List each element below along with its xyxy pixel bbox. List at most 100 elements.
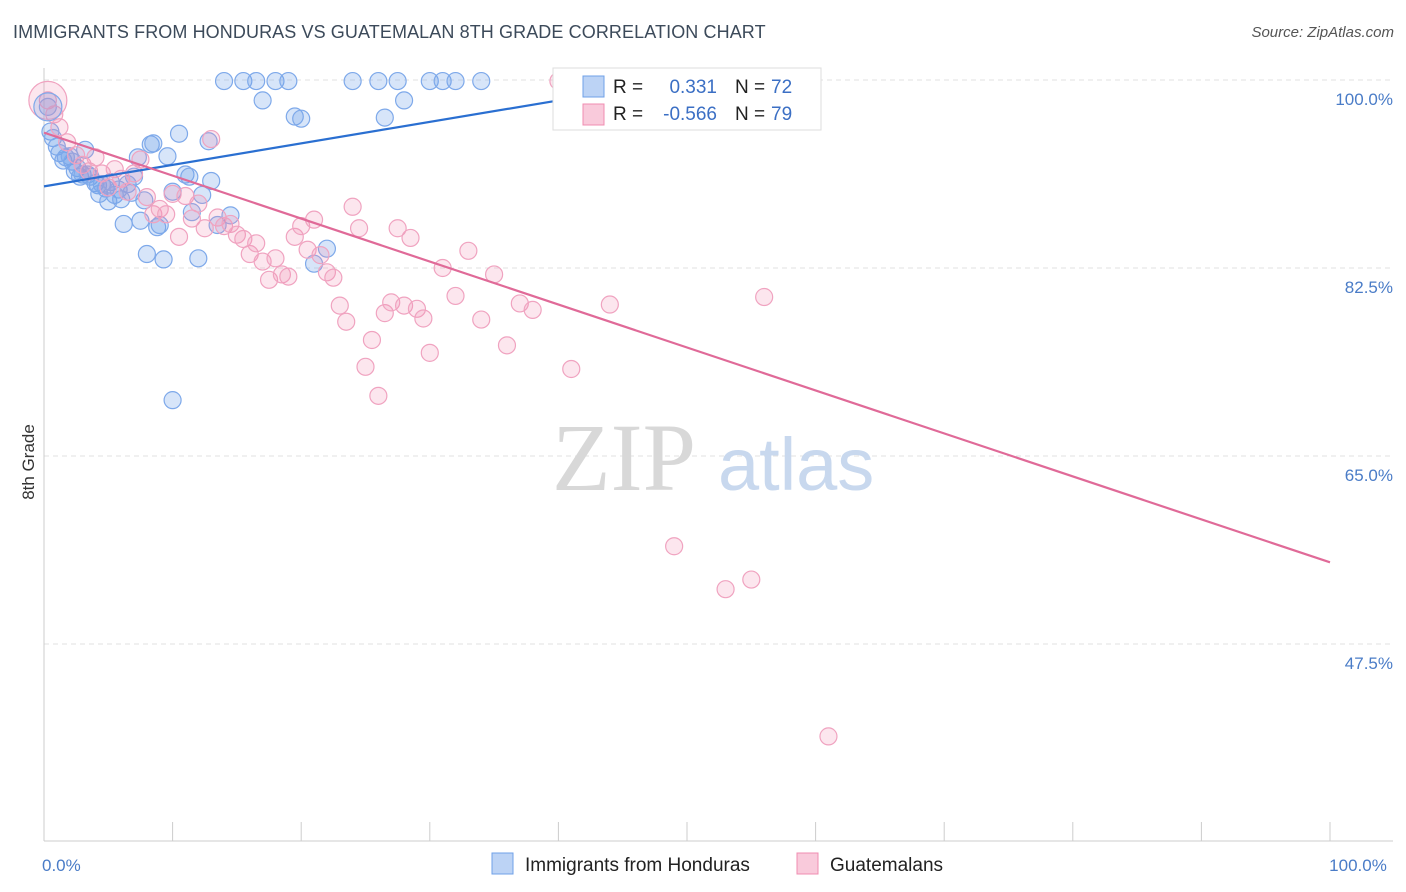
point-honduras-50	[214, 71, 234, 91]
point-honduras-47	[199, 132, 218, 151]
point-honduras-64	[388, 71, 407, 91]
point-guatemalans-45	[330, 296, 349, 315]
point-honduras-68	[446, 71, 465, 91]
point-guatemalans-18	[157, 205, 176, 224]
legend-n-value-1: 72	[771, 77, 792, 98]
point-guatemalans-51	[369, 386, 388, 405]
legend-r-label-2: R =	[613, 104, 643, 125]
point-guatemalans-24	[195, 219, 214, 238]
point-guatemalans-4	[67, 146, 86, 165]
point-guatemalans-2	[50, 118, 69, 137]
point-guatemalans-38	[285, 227, 304, 246]
tick-labels: 100.0% 82.5% 65.0% 47.5% 0.0% 100.0%	[42, 90, 1393, 875]
legend-n-label-1: N =	[735, 77, 765, 98]
point-honduras-26	[114, 214, 133, 234]
point-guatemalans-75	[716, 580, 735, 599]
watermark: ZIP atlas	[552, 404, 874, 511]
point-guatemalans-12	[118, 182, 137, 201]
point-honduras-35	[144, 134, 163, 153]
point-guatemalans-cluster	[28, 80, 68, 121]
point-honduras-55	[266, 71, 285, 91]
point-guatemalans-62	[459, 241, 478, 260]
chart-title: IMMIGRANTS FROM HONDURAS VS GUATEMALAN 8…	[13, 22, 766, 42]
point-honduras-cluster	[33, 92, 63, 122]
watermark-zip: ZIP	[552, 404, 696, 511]
point-honduras-63	[375, 108, 394, 127]
point-honduras-54	[253, 91, 272, 110]
point-guatemalans-50	[362, 330, 382, 350]
point-guatemalans-71	[600, 295, 619, 314]
point-guatemalans-48	[349, 219, 369, 238]
legend-swatch-honduras	[582, 75, 605, 98]
watermark-atlas: atlas	[718, 423, 874, 506]
point-honduras-58	[292, 109, 311, 128]
point-honduras-53	[247, 71, 266, 91]
point-guatemalans-61	[446, 286, 465, 306]
point-guatemalans-78	[819, 727, 838, 746]
point-guatemalans-52	[375, 304, 394, 323]
legend-swatch-series-1	[491, 852, 514, 875]
point-guatemalans-77	[755, 287, 774, 307]
point-honduras-0	[38, 97, 57, 116]
point-honduras-56	[279, 71, 298, 91]
point-guatemalans-20	[169, 227, 189, 246]
legend-swatch-series-2	[796, 852, 819, 875]
point-honduras-33	[137, 244, 156, 264]
point-guatemalans-57	[407, 299, 427, 318]
point-guatemalans-58	[414, 309, 433, 328]
y-tick-label-1: 82.5%	[1345, 278, 1393, 297]
point-guatemalans-46	[337, 312, 356, 331]
point-guatemalans-69	[562, 359, 581, 379]
point-guatemalans-54	[388, 219, 407, 238]
point-honduras-41	[169, 124, 189, 143]
series-legend: Immigrants from Honduras Guatemalans	[491, 852, 943, 876]
point-honduras-25	[112, 190, 131, 209]
point-honduras-32	[135, 191, 154, 210]
point-guatemalans-76	[742, 570, 761, 589]
point-guatemalans-65	[497, 336, 517, 355]
legend-r-label-1: R =	[613, 77, 643, 98]
stats-legend: R = 0.331 N = 72 R = -0.566 N = 79	[552, 67, 822, 131]
legend-swatch-guatemalans	[582, 103, 605, 126]
point-honduras-69	[472, 71, 491, 91]
legend-series-2: Guatemalans	[830, 855, 943, 876]
legend-r-value-2: -0.566	[663, 104, 717, 125]
x-tick-label-1: 100.0%	[1329, 856, 1387, 875]
point-guatemalans-9	[99, 178, 118, 197]
point-honduras-62	[369, 71, 388, 91]
point-honduras-65	[394, 91, 414, 110]
y-tick-label-0: 100.0%	[1335, 90, 1393, 109]
point-honduras-37	[150, 215, 169, 235]
grid-lines	[44, 79, 1393, 645]
y-tick-label-3: 47.5%	[1345, 654, 1393, 673]
point-honduras-45	[189, 249, 208, 268]
point-guatemalans-47	[343, 197, 362, 216]
source-label: Source: ZipAtlas.com	[1251, 24, 1394, 41]
point-guatemalans-15	[137, 187, 156, 207]
point-guatemalans-42	[311, 246, 330, 265]
point-guatemalans-35	[266, 249, 285, 268]
axes	[43, 68, 1393, 842]
point-guatemalans-44	[324, 268, 343, 287]
trend-line-guatemalans	[43, 131, 1331, 564]
point-guatemalans-59	[420, 343, 439, 362]
point-honduras-38	[154, 250, 173, 269]
point-honduras-66	[420, 71, 439, 91]
point-guatemalans-32	[247, 234, 266, 253]
point-guatemalans-25	[202, 129, 221, 149]
point-guatemalans-63	[472, 310, 491, 329]
point-guatemalans-67	[523, 300, 542, 319]
point-guatemalans-23	[189, 194, 208, 213]
point-guatemalans-37	[279, 267, 298, 286]
point-honduras-52	[234, 71, 253, 91]
point-honduras-71	[163, 391, 182, 410]
point-honduras-67	[433, 71, 452, 91]
point-honduras-60	[317, 239, 337, 258]
y-axis-label: 8th Grade	[19, 424, 38, 500]
legend-r-value-1: 0.331	[669, 77, 717, 98]
point-guatemalans-74	[665, 537, 684, 556]
point-guatemalans-22	[182, 209, 201, 228]
point-guatemalans-56	[401, 228, 420, 248]
point-honduras-39	[158, 147, 177, 166]
